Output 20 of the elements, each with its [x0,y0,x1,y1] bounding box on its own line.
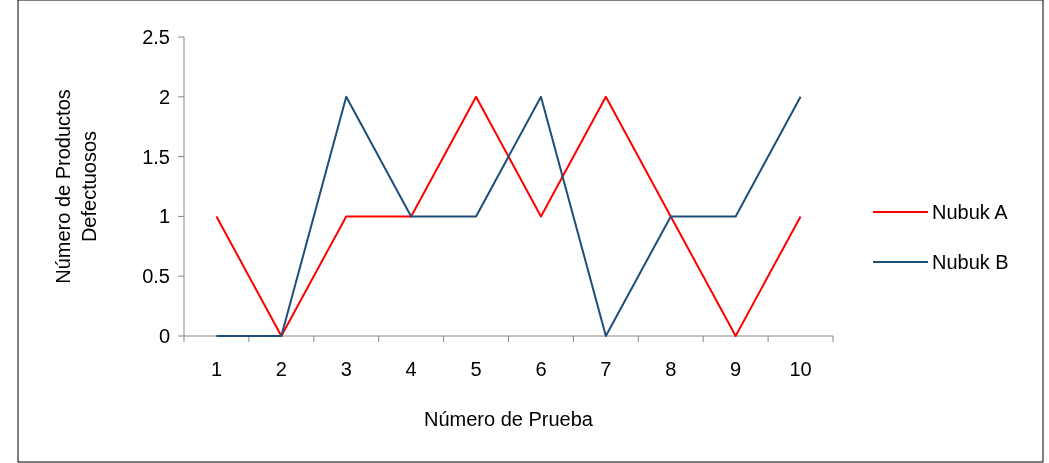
legend-label: Nubuk A [932,201,1009,223]
y-tick-label: 2 [158,85,170,108]
x-tick-label: 8 [665,358,677,380]
y-tick-label: 1 [158,205,170,228]
x-tick-label: 4 [405,358,417,380]
y-tick-label: 2.5 [142,26,170,48]
x-tick-label: 6 [535,358,547,380]
y-tick-label: 1.5 [142,145,170,168]
x-tick-label: 10 [789,358,812,380]
y-tick-label: 0.5 [142,265,170,288]
x-tick-label: 3 [340,358,352,380]
y-axis-title: Número de Productos Defectuosos [52,89,100,284]
x-tick-label: 9 [730,358,742,380]
y-tick-label: 0 [158,325,170,347]
x-tick-label: 2 [275,358,287,380]
x-tick-label: 5 [470,358,482,380]
legend-label: Nubuk B [932,251,1009,273]
x-tick-label: 7 [600,358,612,380]
x-axis-title: Número de Prueba [424,408,594,430]
x-tick-label: 1 [210,358,223,380]
